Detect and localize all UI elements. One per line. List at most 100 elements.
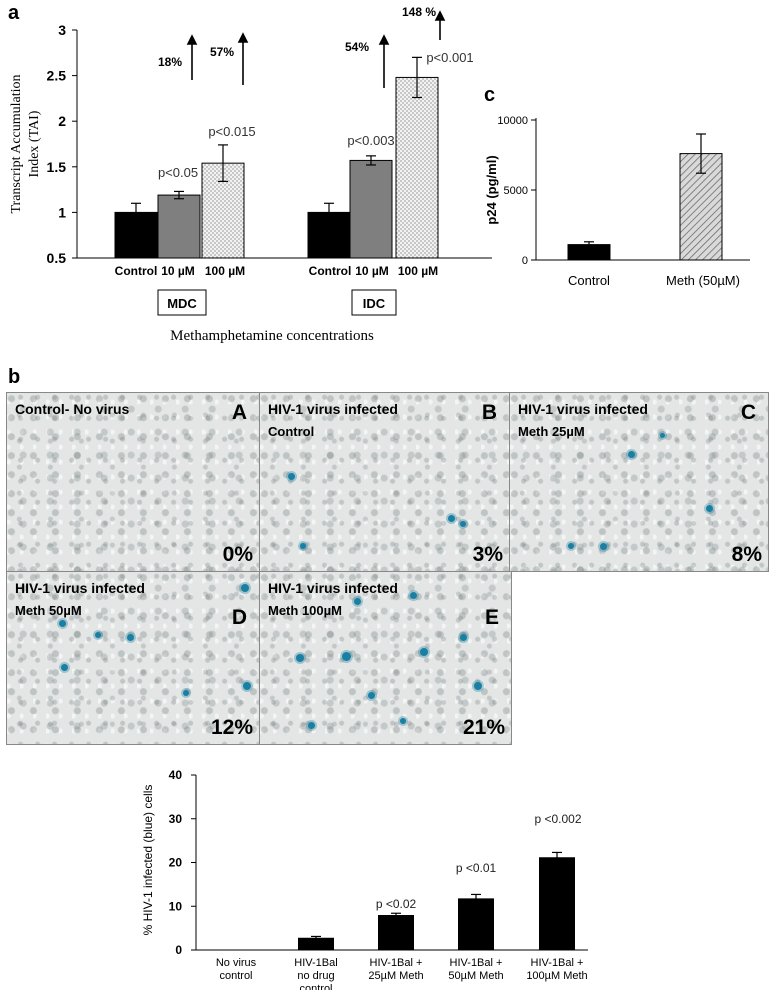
infected-cell [400,718,406,724]
panel-c-chart: p24 (pg/ml) 10000 5000 0 Control Meth (50µ… [484,115,750,288]
micrograph-a: Control- No virus A 0% [6,392,260,572]
panel-c-ylabel: p24 (pg/ml) [484,155,499,224]
panel-b-xtick-label: control [299,983,332,990]
panel-b-ytick-label: 30 [169,812,183,826]
micrograph-a-letter: A [231,401,247,424]
panel-a-xlabel: Methamphetamine concentrations [170,328,374,344]
panel-b-ytick-label: 40 [169,768,183,782]
panel-a-ytick-label: 3 [58,22,66,38]
panel-b-xtick-label: 50µM Meth [448,970,503,982]
panel-a-xtick-2: 10 µM [161,264,195,278]
panel-a-ylabel-line1: Transcript Accumulation [9,74,24,213]
micrograph-a-percent: 0% [222,543,253,566]
panel-a-ylabel-line2: Index (TAI) [27,110,42,177]
panel-b-ytick-label: 0 [175,943,182,957]
infected-cell [568,543,574,549]
panel-a-ytick-label: 2 [58,113,66,129]
panel-c-xtick-control: Control [568,273,610,288]
panel-b-xtick-label: control [219,970,252,982]
panel-a-ytick-label: 0.5 [47,250,67,266]
panel-c-ytick-label: 10000 [497,115,528,127]
percent-idc-100: 148 % [402,5,436,19]
percent-mdc-10: 18% [158,55,182,69]
panel-a-bar-6 [395,76,439,259]
panel-a-ytick-label: 2.5 [47,68,67,84]
infected-cell [410,592,417,599]
micrograph-b: HIV-1 virus infected Control B 3% [259,392,510,572]
infected-cell [628,451,635,458]
micrograph-c-subtitle: Meth 25µM [518,424,585,439]
pvalue-mdc-100: p<0.015 [208,124,255,139]
panel-b-ytick-label: 10 [169,899,183,913]
micrograph-c: HIV-1 virus infected Meth 25µM C 8% [509,392,769,572]
mdc-label: MDC [167,296,197,311]
infected-cell [342,652,351,661]
panel-a-xtick-1: Control [115,264,158,278]
panel-a-bar-5 [349,159,393,259]
infected-cell [308,722,315,729]
panel-b-xtick-label: HIV-1Bal + [450,957,503,969]
panel-a-xtick-5: 10 µM [355,264,389,278]
panel-a-chart: Transcript Accumulation Index (TAI) 3 2.5… [9,5,492,344]
idc-box [351,289,397,316]
panel-a-ytick-label: 1 [58,204,66,220]
micrograph-d-letter: D [231,606,247,629]
pvalue-idc-10: p<0.003 [347,133,394,148]
infected-cell [460,521,466,527]
micrograph-d-subtitle: Meth 50µM [15,603,82,618]
infected-cell [706,505,713,512]
panel-b-chart: % HIV-1 infected (blue) cells 403020100 … [141,768,588,990]
panel-a-xtick-6: 100 µM [398,264,438,278]
panel-b-bar-3 [378,915,414,950]
micrograph-d: HIV-1 virus infected Meth 50µM D 12% [6,571,260,745]
panel-b-bar-4 [458,898,494,950]
panel-b-bar-2 [298,937,334,950]
panel-c-label: c [484,84,496,106]
panel-b-xtick-label: 25µM Meth [368,970,423,982]
panel-c-xtick-meth: Meth (50µM) [666,273,740,288]
infected-cell [420,648,428,656]
micrograph-b-letter: B [481,401,497,424]
micrograph-d-percent: 12% [210,716,253,739]
panel-a-label: a [8,2,20,24]
infected-cell [600,543,607,550]
percent-mdc-100: 57% [210,45,234,59]
infected-cell [61,664,68,671]
micrograph-c-letter: C [740,401,756,424]
micrograph-e: HIV-1 virus infected Meth 100µM E 21% [259,571,512,745]
micrograph-b-percent: 3% [472,543,503,566]
panel-b-xtick-label: No virus [216,957,257,969]
infected-cell [59,620,66,627]
infected-cell [95,632,101,638]
percent-idc-10: 54% [345,40,369,54]
panel-c-ytick-label: 0 [522,255,528,267]
micrograph-e-title: HIV-1 virus infected [268,580,398,596]
panel-b-xtick-label: HIV-1Bal + [531,957,584,969]
infected-cell [660,433,665,438]
panel-b-xtick-label: HIV-1Bal + [370,957,423,969]
micrograph-d-title: HIV-1 virus infected [15,580,145,596]
micrograph-c-percent: 8% [731,543,762,566]
panel-b-xtick-label: 100µM Meth [526,970,587,982]
pvalue-mdc-10: p<0.05 [158,165,198,180]
panel-c-ytick-label: 5000 [504,185,528,197]
mdc-box [157,289,207,316]
panel-a-bar-2 [157,194,201,259]
micrograph-b-subtitle: Control [268,424,315,439]
panel-b-ylabel: % HIV-1 infected (blue) cells [141,785,155,936]
panel-b-xtick-label: no drug [297,970,334,982]
infected-cell [288,473,295,480]
infected-cell [368,692,375,699]
infected-cell [460,634,467,641]
pvalue-idc-100: p<0.001 [426,50,473,65]
micrograph-e-letter: E [484,606,499,629]
infected-cell [183,690,189,696]
infected-cell [241,584,249,592]
pvalue-25: p <0.02 [376,897,417,911]
pvalue-100: p <0.002 [534,812,581,826]
panel-b-label: b [8,366,21,388]
panel-a-ytick-label: 1.5 [47,159,67,175]
micrograph-e-subtitle: Meth 100µM [268,603,342,618]
micrograph-c-title: HIV-1 virus infected [518,401,648,417]
panel-b-bar-5 [539,857,575,950]
